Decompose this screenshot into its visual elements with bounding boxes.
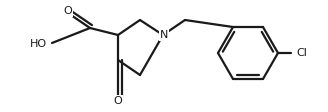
Text: O: O	[113, 96, 122, 106]
Text: N: N	[160, 30, 168, 40]
Text: Cl: Cl	[296, 48, 307, 58]
Text: O: O	[64, 6, 72, 16]
Text: HO: HO	[30, 39, 47, 49]
